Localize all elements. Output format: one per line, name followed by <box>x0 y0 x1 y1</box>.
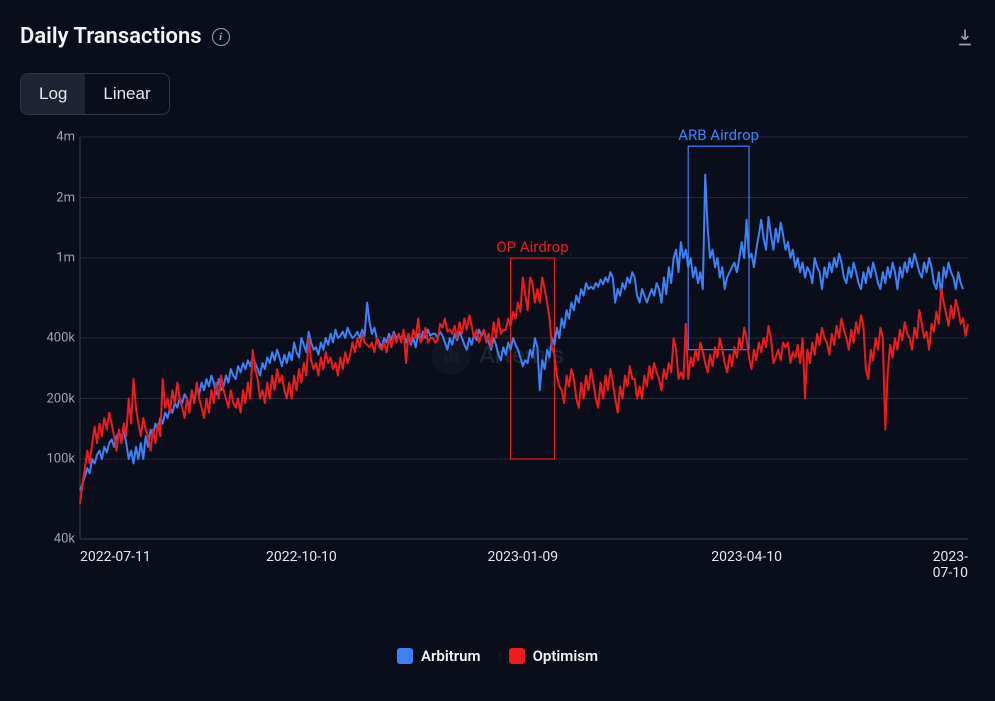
annotation-label: ARB Airdrop <box>678 126 759 144</box>
toggle-linear[interactable]: Linear <box>85 74 168 114</box>
legend-item-arbitrum[interactable]: Arbitrum <box>397 647 481 665</box>
x-tick-label: 2022-07-11 <box>80 549 151 565</box>
y-tick-label: 200k <box>46 391 75 406</box>
info-icon[interactable]: i <box>212 28 230 46</box>
chart-title: Daily Transactions <box>20 24 202 49</box>
legend-label: Optimism <box>533 647 598 665</box>
legend-swatch <box>397 648 413 664</box>
download-icon[interactable] <box>955 27 975 47</box>
title-wrap: Daily Transactions i <box>20 24 230 49</box>
y-tick-label: 100k <box>46 452 75 467</box>
y-tick-label: 40k <box>54 532 75 547</box>
legend-item-optimism[interactable]: Optimism <box>509 647 598 665</box>
x-tick-label: 2022-10-10 <box>266 549 337 565</box>
toggle-log[interactable]: Log <box>21 74 85 114</box>
legend-label: Arbitrum <box>421 647 481 665</box>
annotation-label: OP Airdrop <box>496 238 568 256</box>
y-tick-label: 1m <box>56 251 75 266</box>
scale-toggle: Log Linear <box>20 73 170 115</box>
y-tick-label: 2m <box>56 190 75 205</box>
x-tick-label: 2023-07-10 <box>933 549 968 581</box>
chart-header: Daily Transactions i <box>20 24 975 49</box>
chart-area: Artemis 40k100k200k400k1m2m4m2022-07-112… <box>20 129 975 599</box>
legend: Arbitrum Optimism <box>20 647 975 665</box>
x-tick-label: 2023-04-10 <box>711 549 782 565</box>
x-tick-label: 2023-01-09 <box>487 549 558 565</box>
chart-svg <box>20 129 975 599</box>
legend-swatch <box>509 648 525 664</box>
y-tick-label: 4m <box>56 130 75 145</box>
y-tick-label: 400k <box>46 331 75 346</box>
